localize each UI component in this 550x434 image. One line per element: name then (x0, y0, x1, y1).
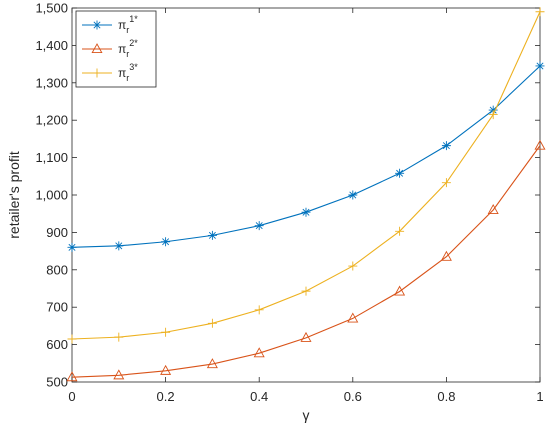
series-3-point (254, 305, 264, 315)
series-2-line (71, 145, 541, 378)
series-2-point (347, 312, 359, 323)
series-2-point (113, 369, 125, 380)
series-1-point (348, 190, 358, 200)
y-tick-label: 900 (46, 225, 68, 240)
legend-item-2: πr2* (82, 38, 138, 59)
series-1-point (207, 230, 217, 240)
series-2-point (440, 250, 452, 261)
series-1-point (67, 242, 77, 252)
series-2-point (534, 139, 546, 150)
legend-marker (91, 43, 103, 54)
y-axis: 500 600 700 800 900 1,000 1,100 1,200 1,300 1,400… (35, 1, 540, 390)
series-3 (67, 7, 545, 344)
series-2 (66, 139, 546, 382)
series-2-point (253, 347, 265, 358)
x-tick-label: 0 (68, 389, 75, 404)
legend-label: πr3* (118, 62, 138, 83)
series-2-point (160, 364, 172, 375)
series-1-point (161, 237, 171, 247)
series-3-point (301, 286, 311, 296)
series-1 (67, 61, 545, 252)
y-tick-label: 800 (46, 262, 68, 277)
series-1-point (535, 61, 545, 71)
y-tick-label: 600 (46, 337, 68, 352)
series-1-point (114, 241, 124, 251)
series-1-point (301, 207, 311, 217)
series-3-point (395, 226, 405, 236)
y-tick-label: 1,200 (35, 113, 68, 128)
series-2-point (300, 331, 312, 342)
series-2-point (66, 371, 78, 382)
series-3-point (535, 7, 545, 17)
series-3-point (161, 327, 171, 337)
x-tick-label: 0.4 (250, 389, 268, 404)
series-3-point (348, 261, 358, 271)
x-tick-label: 0.6 (344, 389, 362, 404)
series-3-point (488, 110, 498, 120)
legend-label: πr2* (118, 38, 138, 59)
y-tick-label: 500 (46, 375, 68, 390)
x-tick-label: 1 (536, 389, 543, 404)
legend-marker (92, 68, 102, 78)
y-tick-label: 1,500 (35, 1, 68, 16)
series-1-point (254, 221, 264, 231)
series-3-point (114, 332, 124, 342)
series-3-point (207, 318, 217, 328)
y-tick-label: 1,300 (35, 75, 68, 90)
y-tick-label: 1,000 (35, 188, 68, 203)
y-axis-title: retailer's profit (6, 151, 22, 239)
legend: πr1* πr2* πr3* (75, 10, 157, 88)
legend-label: πr1* (118, 14, 138, 35)
legend-marker (92, 20, 102, 30)
series-3-point (441, 178, 451, 188)
series-2-point (206, 358, 218, 369)
x-tick-label: 0.8 (437, 389, 455, 404)
y-tick-label: 1,100 (35, 150, 68, 165)
series-1-point (441, 141, 451, 151)
series-layer (66, 7, 546, 382)
legend-item-3: πr3* (82, 62, 138, 83)
y-tick-label: 1,400 (35, 38, 68, 53)
legend-item-1: πr1* (82, 14, 138, 35)
series-3-point (67, 334, 77, 344)
series-2-point (394, 285, 406, 296)
y-tick-label: 700 (46, 300, 68, 315)
x-axis-title: γ (303, 407, 310, 423)
series-2-point (487, 204, 499, 215)
x-tick-label: 0.2 (157, 389, 175, 404)
series-1-point (395, 168, 405, 178)
